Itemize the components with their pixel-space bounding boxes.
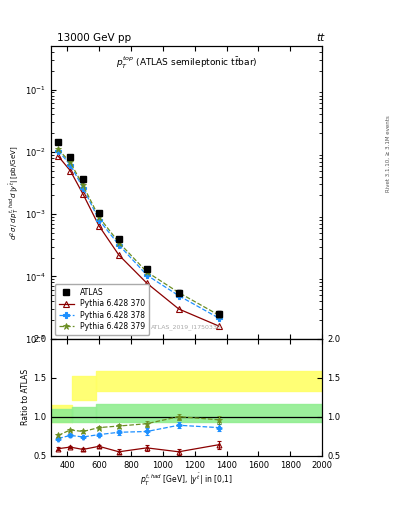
Text: Rivet 3.1.10, ≥ 3.1M events: Rivet 3.1.10, ≥ 3.1M events — [386, 115, 391, 192]
Text: 13000 GeV pp: 13000 GeV pp — [57, 33, 131, 44]
X-axis label: $p_T^{t,had}$ [GeV], $|y^{\bar{t}}|$ in [0,1]: $p_T^{t,had}$ [GeV], $|y^{\bar{t}}|$ in … — [140, 472, 233, 488]
Text: tt: tt — [316, 33, 324, 44]
Legend: ATLAS, Pythia 6.428 370, Pythia 6.428 378, Pythia 6.428 379: ATLAS, Pythia 6.428 370, Pythia 6.428 37… — [55, 284, 149, 335]
Text: ATLAS_2019_I1750330: ATLAS_2019_I1750330 — [151, 324, 222, 330]
Y-axis label: $d^2\sigma\,/\,d\,p_T^{t,had}\,d\,|y^{\bar{t}}|$ [pb/GeV]: $d^2\sigma\,/\,d\,p_T^{t,had}\,d\,|y^{\b… — [8, 145, 22, 240]
Text: $p_T^{top}$ (ATLAS semileptonic t$\bar{t}$bar): $p_T^{top}$ (ATLAS semileptonic t$\bar{t… — [116, 55, 257, 71]
Y-axis label: Ratio to ATLAS: Ratio to ATLAS — [21, 369, 30, 425]
